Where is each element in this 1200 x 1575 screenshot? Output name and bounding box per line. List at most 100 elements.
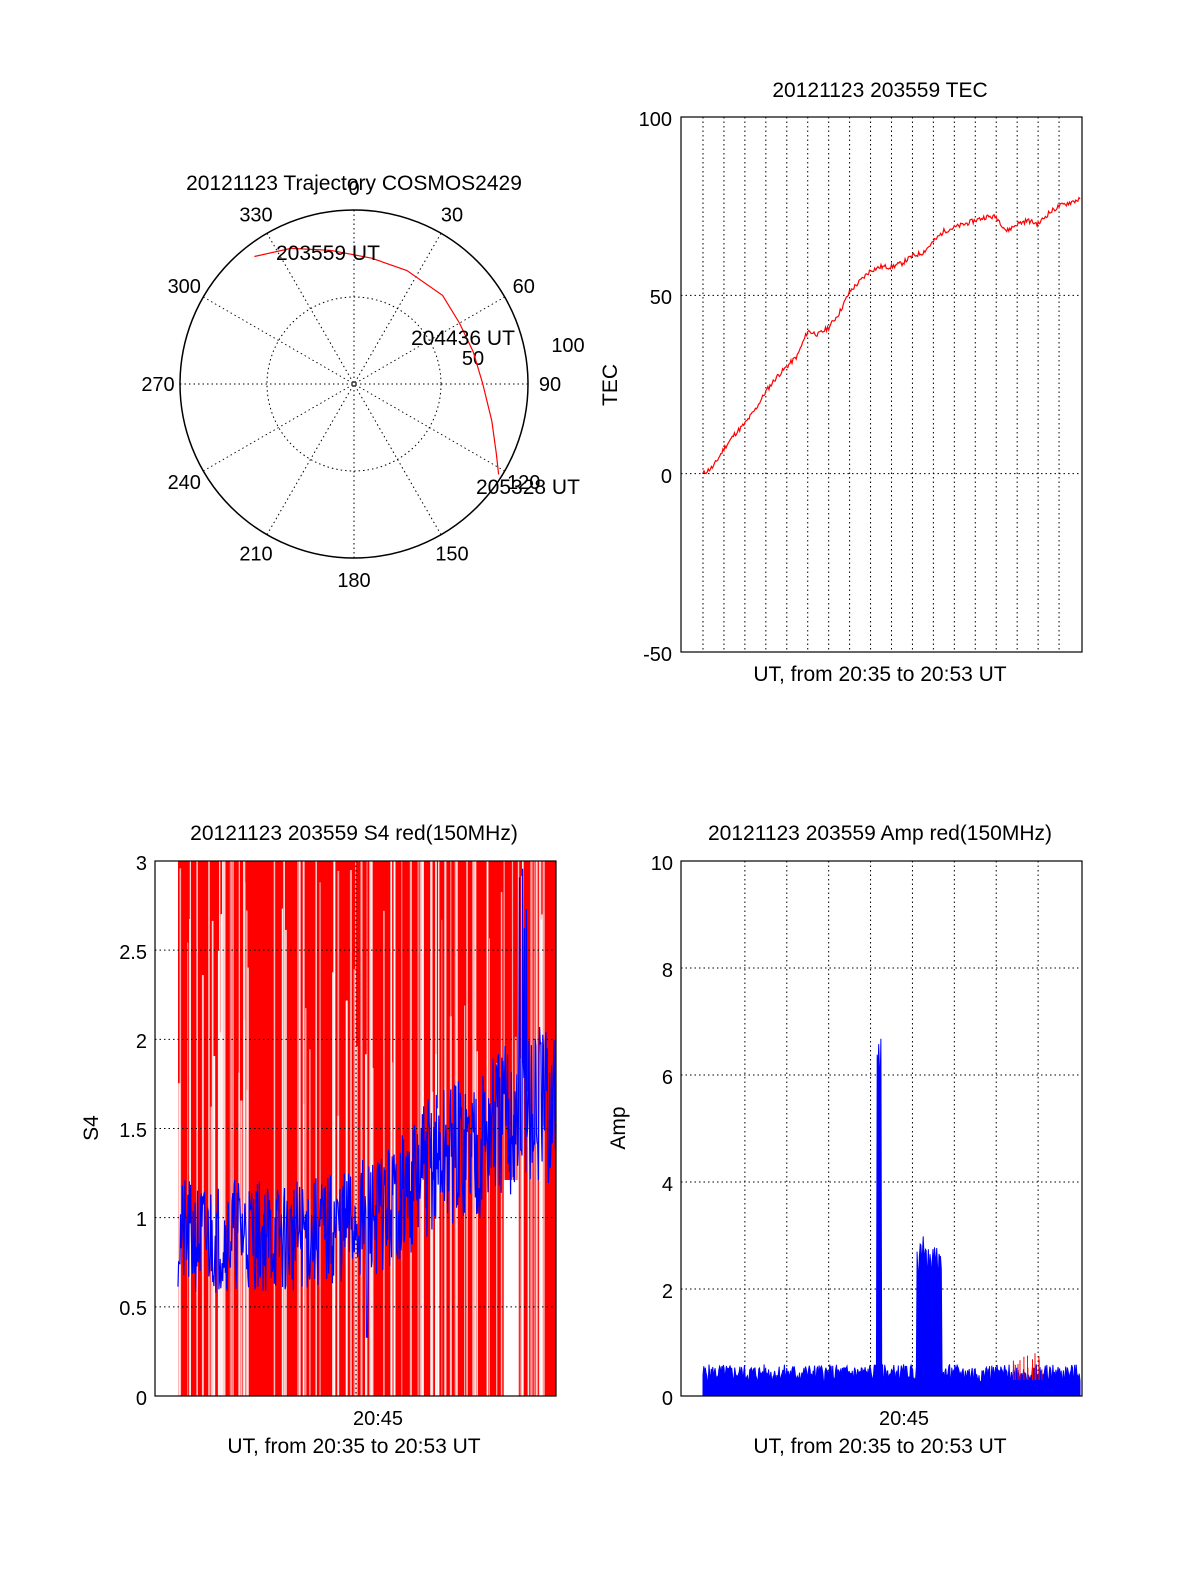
amp-ylabel: Amp	[607, 1106, 630, 1149]
azimuth-label-0: 0	[348, 178, 359, 200]
s4-red-gap	[220, 914, 223, 1396]
s4-red-gap	[189, 919, 191, 1396]
polar-chart: 20121123 Trajectory COSMOS2429 0 30 60 90 12…	[141, 172, 584, 592]
s4-red-gap	[476, 1051, 478, 1396]
s4-red-gap	[285, 929, 287, 1396]
s4-red-gap	[332, 972, 335, 1396]
tec-frame	[680, 116, 1083, 653]
s4-ytick-1: 1	[136, 1209, 147, 1231]
s4-blue-series	[177, 868, 557, 1338]
amp-ytick-8: 8	[662, 960, 673, 982]
s4-red-gap	[229, 861, 231, 1396]
azimuth-label-60: 60	[513, 276, 535, 298]
s4-red-gap	[390, 861, 393, 1396]
s4-red-gap	[201, 975, 204, 1396]
s4-red-gap	[409, 861, 412, 1396]
azimuth-label-150: 150	[435, 544, 468, 566]
s4-xtick-2045: 20:45	[353, 1408, 403, 1430]
amp-title: 20121123 203559 Amp red(150MHz)	[708, 822, 1052, 845]
s4-red-gap	[437, 1108, 439, 1396]
s4-red-gap	[538, 861, 542, 1396]
tec-ytick-100: 100	[639, 109, 672, 131]
s4-red-gap	[503, 861, 505, 1396]
s4-red-gap	[283, 861, 285, 1396]
s4-red-gap	[441, 919, 443, 1396]
s4-red-gap	[196, 861, 198, 1396]
s4-red-gap	[435, 1054, 437, 1396]
s4-red-gap	[401, 861, 403, 1396]
s4-red-gap	[178, 1083, 181, 1396]
amp-grid	[681, 861, 1082, 1396]
s4-frame	[154, 860, 557, 1397]
amp-ytick-6: 6	[662, 1067, 673, 1089]
trajectory-end-label: 205328 UT	[476, 476, 580, 499]
s4-red-gap	[309, 1049, 311, 1396]
polar-azimuth-labels: 0 30 60 90 120 150 180 210 240 270 300 330	[141, 178, 561, 592]
tec-grid	[681, 117, 1082, 652]
amp-ytick-0: 0	[662, 1388, 673, 1410]
s4-red-gap	[319, 882, 321, 1396]
s4-red-gap	[305, 1008, 307, 1396]
trajectory-line	[254, 247, 500, 475]
tec-ylabel: TEC	[599, 364, 622, 406]
s4-red-gap	[486, 861, 489, 1396]
s4-red-gap	[527, 1091, 530, 1396]
s4-red-gap	[223, 861, 226, 1396]
s4-xlabel: UT, from 20:35 to 20:53 UT	[227, 1435, 480, 1458]
s4-red-gap	[353, 969, 356, 1396]
s4-red-gap	[211, 920, 214, 1396]
s4-red-gap	[233, 861, 234, 1396]
amp-ytick-10: 10	[651, 853, 673, 875]
amp-blue-series	[702, 1038, 1081, 1397]
s4-title: 20121123 203559 S4 red(150MHz)	[190, 822, 518, 845]
tec-chart: 20121123 203559 TEC 100 50 0 -50 TEC UT,…	[599, 79, 1083, 686]
s4-red-gap	[360, 861, 363, 1396]
amp-ytick-4: 4	[662, 1174, 673, 1196]
tec-title: 20121123 203559 TEC	[772, 79, 987, 102]
tec-ytick-50: 50	[650, 287, 672, 309]
s4-red-gap	[369, 861, 371, 1396]
trajectory-mid-label: 204436 UT	[411, 327, 515, 350]
s4-red-gap	[383, 910, 385, 1396]
amp-xlabel: UT, from 20:35 to 20:53 UT	[753, 1435, 1006, 1458]
s4-red-gap	[504, 1180, 518, 1396]
azimuth-label-30: 30	[441, 204, 463, 226]
s4-ytick-0: 0	[136, 1388, 147, 1410]
s4-red-gap	[187, 942, 189, 1396]
s4-red-gap	[297, 861, 299, 1396]
amp-chart: 20121123 203559 Amp red(150MHz) 10 8 6 4…	[607, 822, 1083, 1458]
s4-ytick-3: 3	[136, 853, 147, 875]
azimuth-label-300: 300	[168, 276, 201, 298]
s4-red-gap	[238, 1072, 240, 1396]
s4-red-gap	[496, 1063, 498, 1396]
s4-red-gap	[315, 861, 317, 1396]
amp-xtick-2045: 20:45	[879, 1408, 929, 1430]
amp-ytick-2: 2	[662, 1281, 673, 1303]
azimuth-label-330: 330	[239, 204, 272, 226]
s4-red-gap	[417, 861, 419, 1396]
amp-red-series	[1012, 1353, 1043, 1380]
s4-red-gap	[392, 1062, 394, 1396]
s4-red-gap	[337, 1115, 340, 1396]
tec-ytick-0: 0	[661, 466, 672, 488]
tec-series-line	[702, 196, 1081, 475]
azimuth-label-240: 240	[168, 472, 201, 494]
s4-red-gap	[273, 861, 276, 1396]
s4-red-gap	[355, 1046, 358, 1396]
s4-red-gap	[247, 967, 249, 1396]
s4-red-gap	[333, 861, 335, 1396]
s4-red-gap	[281, 908, 283, 1396]
s4-red-gap	[449, 1016, 452, 1396]
s4-chart: 20121123 203559 S4 red(150MHz) 3 2.5 2 1…	[80, 822, 557, 1458]
s4-ylabel: S4	[80, 1115, 103, 1141]
radial-label-50: 50	[462, 348, 484, 370]
s4-ytick-2.5: 2.5	[119, 942, 147, 964]
s4-red-gap	[542, 861, 545, 1396]
tec-xlabel: UT, from 20:35 to 20:53 UT	[753, 663, 1006, 686]
amp-frame	[680, 860, 1083, 1397]
s4-red-gap	[431, 1091, 434, 1396]
s4-red-gap	[213, 1056, 216, 1396]
tec-ytick-neg50: -50	[643, 644, 672, 666]
azimuth-label-120: 120	[507, 472, 540, 494]
